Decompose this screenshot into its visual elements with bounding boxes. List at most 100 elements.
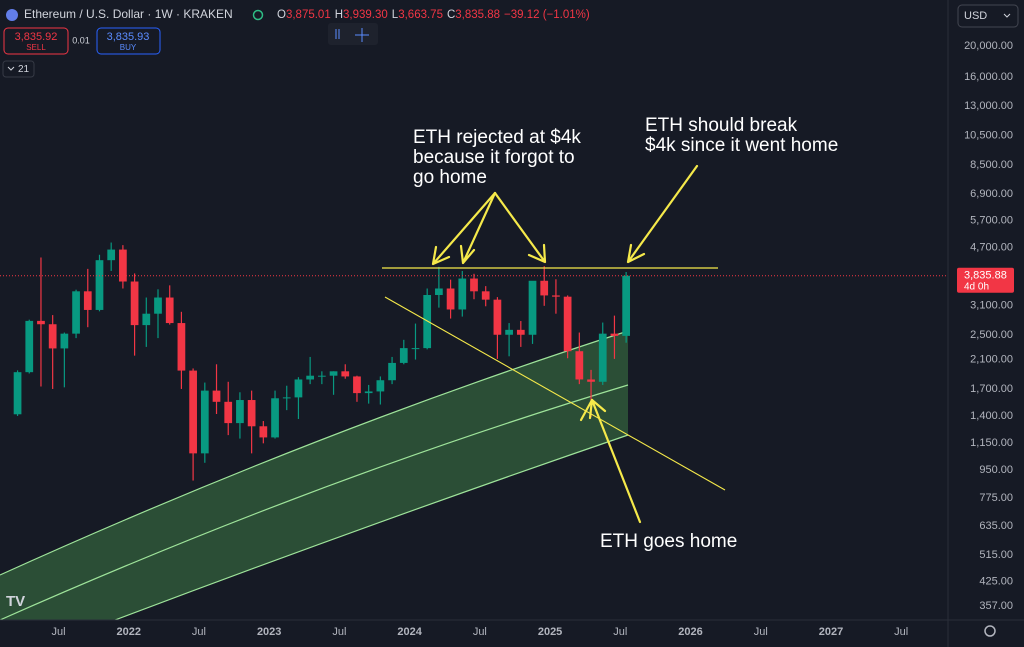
- candle-body: [435, 288, 443, 296]
- candle-body: [165, 297, 174, 324]
- candle-body: [271, 398, 279, 438]
- axes: 20,000.00 16,000.00 13,000.00 10,500.00 8,50…: [0, 40, 1014, 638]
- drawings: ETH rejected at $4k because it forgot to…: [382, 115, 838, 552]
- y-tick-label: 13,000.00: [964, 100, 1013, 112]
- regression-band: [0, 330, 629, 621]
- arrow: [493, 191, 547, 264]
- chevron: [7, 66, 15, 71]
- ohlc-value: 3,939.30: [343, 9, 388, 21]
- candle-body: [200, 390, 209, 454]
- ohlc-value: 3,835.88: [455, 9, 500, 21]
- y-tick-label: 1,700.00: [970, 383, 1013, 395]
- candle-body: [528, 280, 537, 335]
- candle-body: [224, 401, 233, 424]
- arrow: [579, 398, 594, 422]
- x-tick-label: 2026: [678, 626, 702, 638]
- band-upper: [0, 330, 629, 576]
- candle-body: [154, 297, 162, 314]
- annotation: go home: [413, 167, 487, 188]
- candle-body: [259, 426, 268, 438]
- y-tick-label: 2,100.00: [970, 353, 1013, 365]
- sell-price: 3,835.92: [15, 31, 58, 43]
- indicator-toggle[interactable]: [2, 60, 35, 78]
- candle-body: [329, 371, 338, 376]
- candle-body: [142, 313, 151, 326]
- candle-body: [83, 291, 92, 310]
- ohlc-value: −39.12 (−1.01%): [504, 9, 590, 21]
- candle-body: [95, 260, 104, 310]
- candle-body: [481, 291, 490, 300]
- candle-body: [622, 275, 631, 336]
- header: Ethereum / U.S. Dollar · 1W · KRAKEN O3,…: [2, 4, 1019, 637]
- candle-body: [119, 249, 127, 282]
- candle-body: [540, 280, 549, 296]
- y-tick-label: 8,500.00: [970, 159, 1013, 171]
- x-tick-label: Jul: [894, 626, 908, 638]
- y-tick-label: 2,500.00: [970, 329, 1013, 341]
- candle-body: [341, 371, 350, 377]
- candle-body: [598, 333, 607, 382]
- band-lower: [114, 434, 629, 621]
- currency-select[interactable]: [957, 4, 1019, 28]
- symbol-title[interactable]: Ethereum / U.S. Dollar · 1W · KRAKEN: [24, 7, 233, 21]
- candle-body: [446, 288, 455, 310]
- ohlc-value: 3,875.01: [286, 9, 331, 21]
- candles: [13, 242, 631, 481]
- x-tick-label: Jul: [754, 626, 768, 638]
- y-tick-label: 6,900.00: [970, 188, 1013, 200]
- x-tick-label: 2023: [257, 626, 281, 638]
- candle-body: [399, 348, 408, 363]
- ohlc-key: L: [392, 9, 399, 21]
- candle-body: [107, 249, 116, 261]
- y-tick-label: 775.00: [979, 492, 1013, 504]
- candle-body: [587, 379, 595, 382]
- candle-body: [236, 400, 244, 424]
- x-tick-label: 2027: [819, 626, 843, 638]
- market-status[interactable]: [252, 9, 264, 21]
- candle-body: [470, 278, 478, 292]
- buy-button[interactable]: [96, 27, 161, 55]
- annotation: $4k since it went home: [645, 135, 838, 156]
- y-tick-label: 425.00: [979, 576, 1013, 588]
- candle-body: [306, 375, 315, 380]
- ohlc-value: 3,663.75: [398, 9, 443, 21]
- band-fill: [0, 331, 628, 620]
- x-tick-label: Jul: [192, 626, 206, 638]
- trend-line: [384, 296, 726, 491]
- sell-label: SELL: [26, 43, 46, 52]
- candle-body: [282, 397, 291, 399]
- y-tick-label: 1,150.00: [970, 437, 1013, 449]
- x-tick-label: Jul: [51, 626, 65, 638]
- candle-body: [13, 372, 22, 415]
- toolbar-widget[interactable]: [328, 23, 378, 45]
- y-tick-label: 1,400.00: [970, 410, 1013, 422]
- current-price-label: 3,835.88: [964, 270, 1007, 282]
- x-tick-label: 2024: [397, 626, 422, 638]
- annotation: ETH should break: [645, 115, 798, 136]
- ohlc-key: O: [277, 9, 286, 21]
- x-tick-label: 2022: [116, 626, 140, 638]
- y-tick-label: 4,700.00: [970, 241, 1013, 253]
- arrow: [588, 398, 642, 524]
- candle-body: [458, 278, 467, 310]
- annotation: because it forgot to: [413, 147, 575, 168]
- ohlc: O3,875.01 H3,939.30 L3,663.75 C3,835.88 −39.…: [277, 9, 590, 21]
- candle-body: [364, 391, 373, 394]
- sell-button[interactable]: [3, 27, 69, 55]
- candle-body: [37, 320, 45, 325]
- arrow: [431, 191, 497, 266]
- settings-icon[interactable]: [984, 625, 996, 637]
- candle-body: [353, 376, 361, 394]
- y-tick-label: 950.00: [979, 464, 1013, 476]
- candle-body: [294, 379, 303, 398]
- x-tick-label: Jul: [473, 626, 487, 638]
- candle-body: [610, 333, 619, 336]
- x-tick-label: Jul: [332, 626, 346, 638]
- tv-logo[interactable]: TV: [6, 593, 25, 610]
- crosshair-icon: [335, 28, 369, 42]
- candle-body: [25, 320, 34, 373]
- candle-body: [505, 329, 513, 335]
- candle-body: [411, 348, 420, 350]
- y-tick-label: 5,700.00: [970, 215, 1013, 227]
- candle-body: [563, 296, 572, 352]
